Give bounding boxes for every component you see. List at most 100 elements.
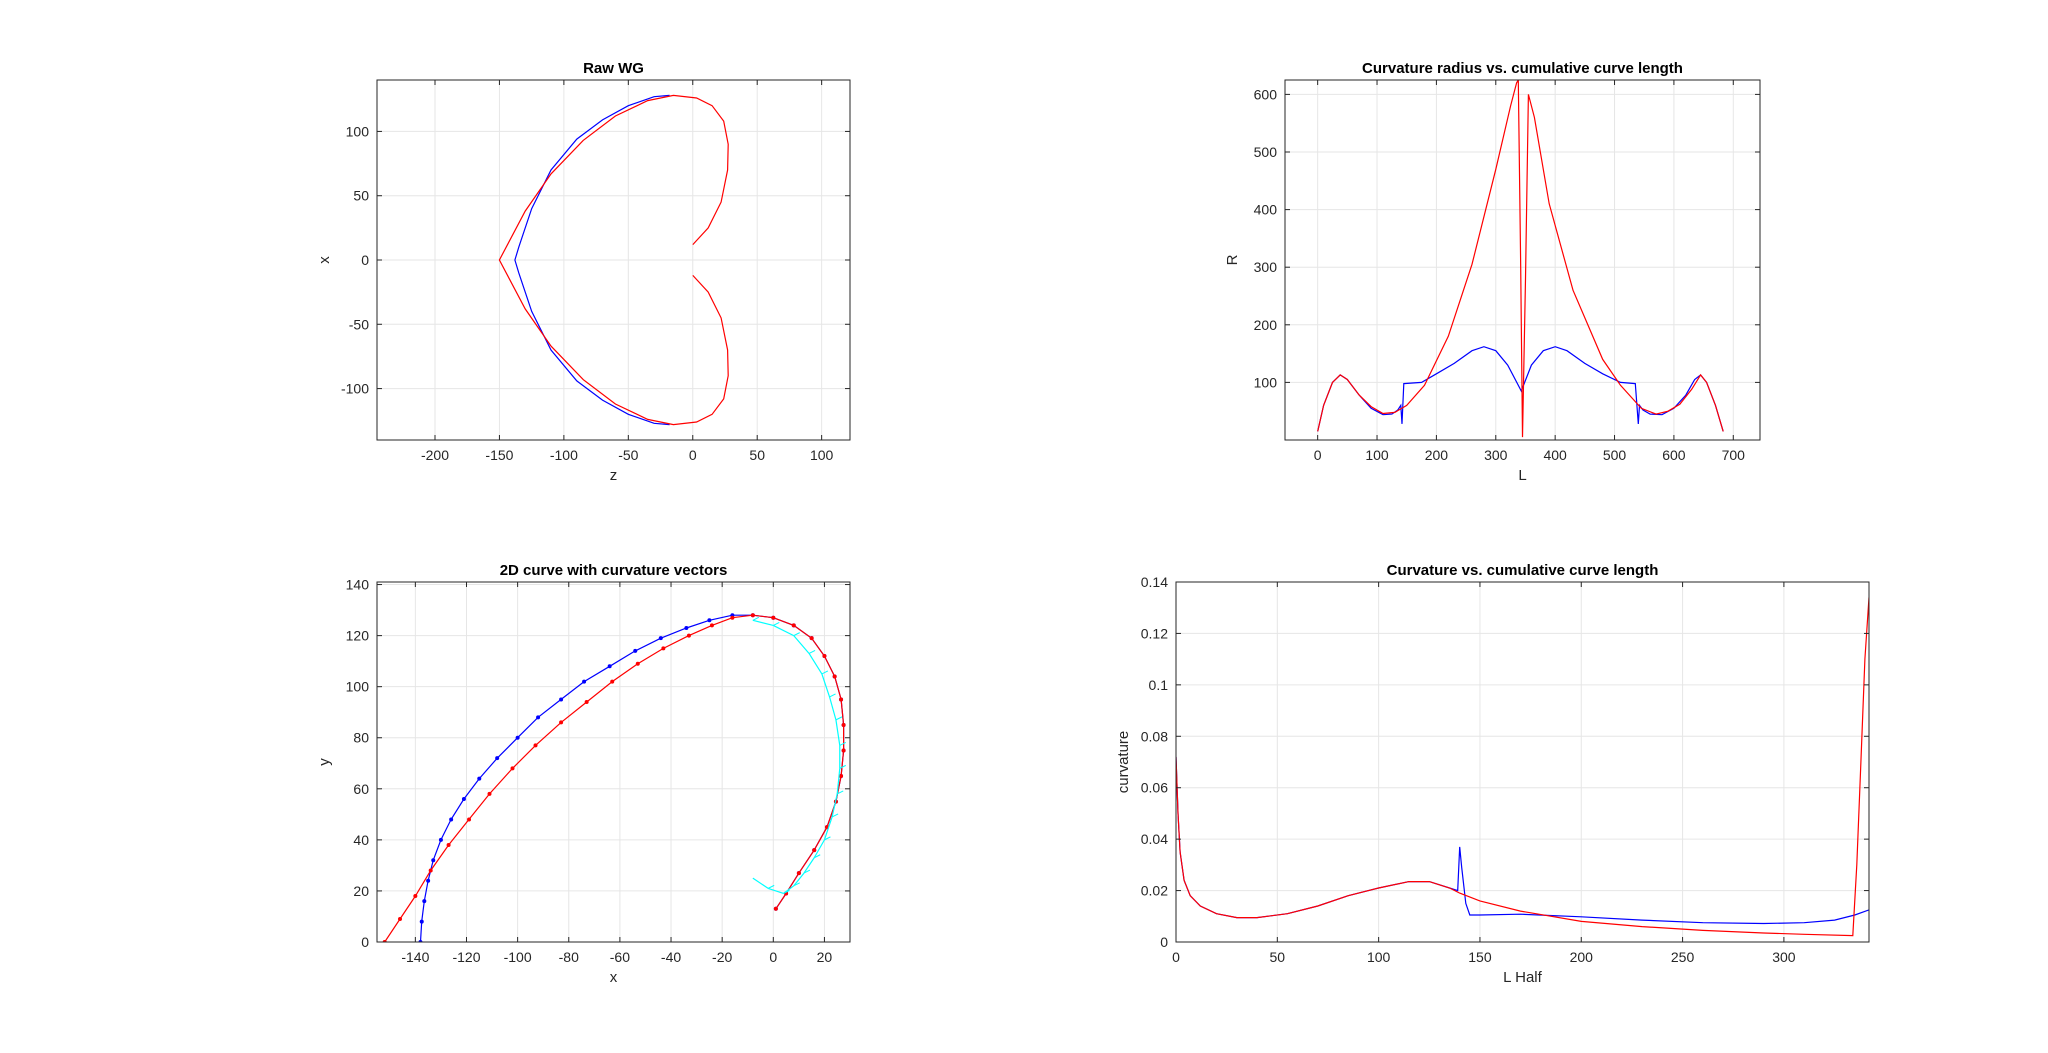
series-red-point [832,674,837,679]
y-tick-label: 600 [1254,86,1278,102]
curvature-vector-segment [767,887,784,895]
series-blue-point [658,636,663,641]
y-tick-label: 60 [353,781,369,797]
curvature-vector-tick [813,854,821,859]
series-blue-point [419,919,424,924]
y-tick-label: 0.1 [1149,677,1169,693]
series-red-point [559,720,564,725]
series-blue-point [461,797,466,802]
series-red-point [635,661,640,666]
x-tick-label: 50 [1270,949,1286,965]
y-tick-label: -100 [341,381,369,397]
curvature-vector-tick [839,764,846,769]
series-red-point [398,917,403,922]
series-blue-point [582,679,587,684]
y-tick-label: 20 [353,883,369,899]
curvature-vector-tick [836,790,844,795]
curvature-vector-segment [752,877,769,889]
chart-title: 2D curve with curvature vectors [500,562,728,579]
axes-box [376,581,851,943]
y-axis-label: y [316,758,333,766]
y-tick-label: 140 [346,577,370,593]
x-axis-label: L Half [1503,969,1542,986]
series-red-point [841,722,846,727]
series-group [1176,597,1869,937]
series-red-point [791,623,796,628]
x-tick-label: 700 [1722,447,1746,463]
curvature-vector-segment [813,839,825,859]
series-red-point [730,615,735,620]
y-tick-label: 50 [353,188,369,204]
series-blue-line [514,94,670,426]
curvature-vector-tick [831,813,839,818]
y-tick-label: 40 [353,832,369,848]
chart-title: Raw WG [583,60,644,77]
plot-area [1285,80,1760,440]
series-blue-point [633,648,638,653]
series-red-point [487,791,492,796]
x-tick-label: 100 [810,447,834,463]
axes-curvature-radius: 0 100 200 300 400 500 600 700 100 200 300 400 500 600… [1224,60,1761,484]
series-blue-point [431,858,436,863]
series-red-point [841,748,846,753]
series-blue-point [515,735,520,740]
y-tick-label: 0 [361,252,369,268]
curvature-vector-segment [828,696,837,721]
y-tick-label: 500 [1254,144,1278,160]
y-tick-label: 0.08 [1141,728,1168,744]
series-blue-point [684,625,689,630]
series-red-point [839,774,844,779]
series-group [1317,80,1724,438]
curvature-vector-tick [783,890,790,894]
x-tick-label: -80 [559,949,579,965]
series-red-point [446,842,451,847]
curvature-vector-tick [752,616,760,621]
series-red-point [467,817,472,822]
curvature-vector-tick [835,716,843,721]
y-tick-label: 100 [346,679,370,695]
curvature-vector-tick [839,741,846,746]
curvature-vector-tick [767,884,775,889]
x-tick-label: 0 [689,447,697,463]
x-tick-label: 600 [1662,447,1686,463]
x-tick-label: -100 [504,949,532,965]
y-axis-label: R [1224,254,1241,265]
series-blue-point [449,817,454,822]
series-blue-point [536,715,541,720]
curvature-vector-segment [793,635,810,654]
series-group [498,94,729,426]
curvature-vector-segment [836,768,841,794]
x-tick-label: 100 [1367,949,1391,965]
x-tick-label: -140 [401,949,429,965]
series-red-point [822,654,827,659]
x-tick-label: 0 [1172,949,1180,965]
curvature-vector-segment [752,619,774,626]
x-axis-label: x [610,969,618,986]
x-tick-label: -200 [421,447,449,463]
x-tick-label: 500 [1603,447,1627,463]
plot-area [377,582,850,942]
curvature-vector-tick [793,882,800,887]
axes-raw-wg: -200 -150 -100 -50 0 50 100 -100 -50 0 50 100 Raw WG… [316,60,851,484]
y-axis-label: x [316,256,333,264]
y-tick-label: 120 [346,628,370,644]
axes-curvature-vs-length: 0 50 100 150 200 250 300 0 0.02 0.04 0.06 0.08 0.1 0.… [1115,562,1870,986]
x-tick-label: -60 [610,949,630,965]
x-tick-label: 100 [1365,447,1389,463]
x-tick-label: 200 [1425,447,1449,463]
x-tick-label: -20 [712,949,732,965]
y-tick-label: 80 [353,730,369,746]
chart-title: Curvature vs. cumulative curve length [1387,562,1659,579]
curvature-vector-segment [831,793,838,818]
series-red-point [773,906,778,911]
y-tick-label: 400 [1254,202,1278,218]
plot-area [1176,582,1869,942]
curvature-vector-tick [821,670,829,675]
curvature-vector-segment [808,653,823,675]
x-tick-label: -150 [485,447,513,463]
x-axis-label: z [610,467,618,484]
curvature-vector-tick [808,650,816,654]
x-tick-label: 250 [1671,949,1695,965]
x-tick-label: -50 [618,447,638,463]
x-tick-label: 50 [749,447,765,463]
